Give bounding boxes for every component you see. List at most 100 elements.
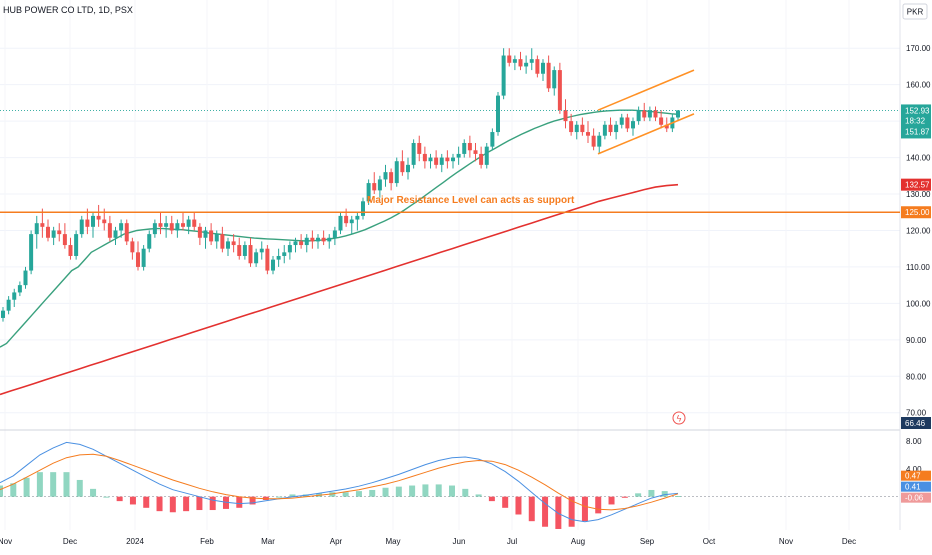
price-tick-label: 170.00 [906,44,931,53]
candle-body [192,219,197,227]
candle-body [293,241,298,246]
currency-button-bg[interactable] [902,3,928,20]
candle-body [287,245,292,253]
candle [614,121,619,140]
candle [271,255,275,275]
candle [541,59,545,82]
macd-histogram-bar [409,485,416,497]
chart-title: HUB POWER CO LTD, 1D, PSX [3,5,133,15]
candle-body [411,142,416,165]
candle [512,55,517,71]
candle-body [580,124,585,133]
candle-body [597,135,602,147]
candle [293,237,298,253]
candle-body [501,55,506,96]
grid [0,47,900,414]
candle-body [152,223,157,235]
candle-body [23,270,28,286]
candle [406,157,410,180]
macd-tag-macd-bg [901,481,931,492]
candle [332,226,337,246]
candle-body [552,70,557,89]
candle [57,223,62,242]
candle [372,172,377,195]
candle [535,55,540,78]
candle [597,132,602,154]
time-axis: Nov Dec 2024 Feb Mar Apr May Jun Jul Aug Sep Oct Nov… [0,537,856,546]
candle [113,226,118,246]
candle-body [507,55,512,63]
macd-histogram-bar [488,496,495,502]
macd-tag-signal-bg [901,470,931,481]
channel-lower [597,113,695,155]
macd-histogram-bar [156,496,163,512]
time-tick-label: Oct [703,537,716,546]
candle [383,164,388,187]
candle [439,153,444,173]
candle [282,245,287,264]
candle [107,215,112,242]
macd-tick-label: 4.00 [906,465,922,474]
candle-body [124,223,129,242]
candle [355,212,360,231]
candle-body [451,157,455,162]
candle [445,150,450,169]
lightning-glyph: ϟ [677,414,682,424]
candle [484,142,489,169]
candle-body [456,153,461,158]
macd-histogram-bar [63,472,70,497]
candle [456,146,461,165]
macd-pane [0,441,900,529]
macd-histogram-bar [568,496,575,527]
candle-body [676,110,680,118]
candle-body [304,237,309,246]
candle-body [406,164,410,173]
price-tick-label: 130.00 [906,190,931,199]
candle-body [102,219,107,224]
candle [6,296,11,315]
candle-body [17,285,22,293]
candle-body [237,245,242,256]
candle [186,215,191,235]
candle [220,226,225,253]
price-tick-label: 100.00 [906,299,931,308]
candle-body [242,245,247,256]
candle-body [119,223,124,231]
candle [29,230,34,275]
candle-body [181,223,185,227]
candle-body [428,157,433,162]
time-tick-label: Mar [261,537,275,546]
candle [79,215,84,238]
candle-body [197,226,202,238]
candle [310,230,315,249]
macd-tag-macd: 0.41 [905,483,921,492]
candle-body [529,59,534,63]
candle-body [209,230,214,242]
macd-histogram-bar [129,496,136,505]
candle [338,212,343,235]
lightning-icon[interactable] [672,411,686,425]
candle [608,117,613,136]
candle-body [659,117,664,125]
candle [631,117,635,136]
candle-body [299,241,304,246]
candle-body [214,234,219,242]
candle [659,110,664,129]
candle-body [282,252,287,256]
candle-body [479,153,484,165]
candle [529,48,534,71]
macd-histogram-bar [528,496,535,522]
candle [361,197,365,220]
macd-histogram-bar [90,488,97,497]
price-tick-label: 160.00 [906,81,931,90]
candle-body [490,132,495,147]
channel-upper [597,69,695,111]
candle-body [130,241,135,253]
currency-button[interactable]: PKR [907,8,924,17]
price-tick-label: 70.00 [906,409,927,418]
candle-body [653,110,658,118]
time-tick-label: Aug [571,537,585,546]
candle [518,51,523,71]
